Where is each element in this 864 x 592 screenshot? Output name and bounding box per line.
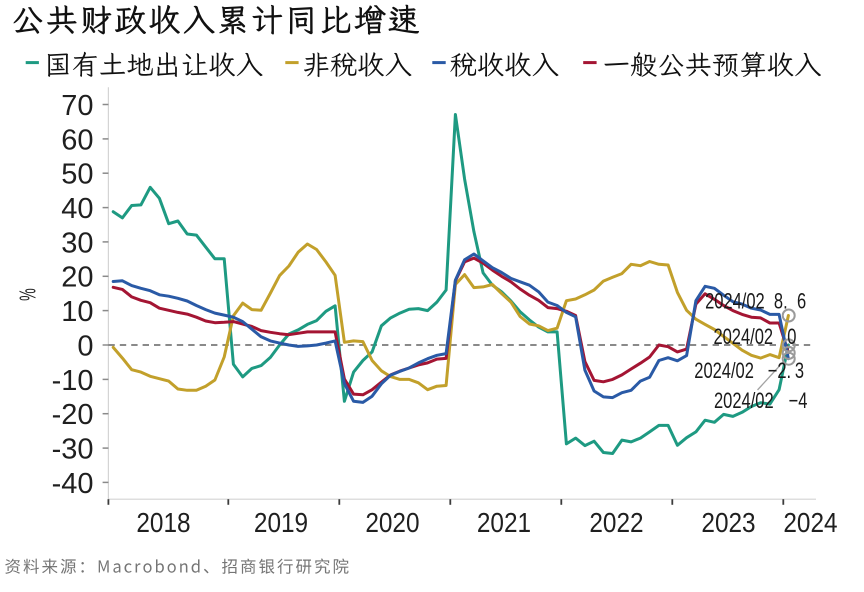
svg-text:−4: −4 — [789, 389, 808, 414]
svg-text:2024/02: 2024/02 — [714, 389, 774, 414]
svg-text:40: 40 — [61, 193, 93, 225]
svg-text:3: 3 — [795, 359, 804, 384]
svg-text:-30: -30 — [52, 433, 94, 465]
svg-text:2022: 2022 — [589, 507, 643, 539]
svg-text:30: 30 — [61, 227, 93, 259]
svg-text:2024/02: 2024/02 — [694, 359, 754, 384]
svg-text:50: 50 — [61, 159, 93, 191]
svg-text:10: 10 — [61, 296, 93, 328]
svg-text:6: 6 — [797, 289, 806, 314]
svg-text:2024: 2024 — [783, 507, 837, 539]
svg-text:20: 20 — [61, 262, 93, 294]
svg-text:0: 0 — [787, 325, 796, 350]
svg-text:2019: 2019 — [254, 507, 308, 539]
svg-text:2018: 2018 — [136, 507, 190, 539]
svg-text:-40: -40 — [52, 468, 94, 500]
svg-text:2023: 2023 — [701, 507, 755, 539]
svg-text:-20: -20 — [52, 399, 94, 431]
svg-text:70: 70 — [61, 90, 93, 122]
svg-text:-10: -10 — [52, 365, 94, 397]
svg-text:0: 0 — [77, 330, 93, 362]
svg-text:2020: 2020 — [365, 507, 419, 539]
svg-text:2024/02: 2024/02 — [705, 289, 765, 314]
svg-text:2024/02: 2024/02 — [713, 325, 773, 350]
svg-text:2021: 2021 — [477, 507, 531, 539]
svg-text:60: 60 — [61, 124, 93, 156]
svg-text:%: % — [16, 288, 41, 301]
svg-text:−2.: −2. — [768, 359, 791, 384]
svg-text:8.: 8. — [774, 289, 788, 314]
